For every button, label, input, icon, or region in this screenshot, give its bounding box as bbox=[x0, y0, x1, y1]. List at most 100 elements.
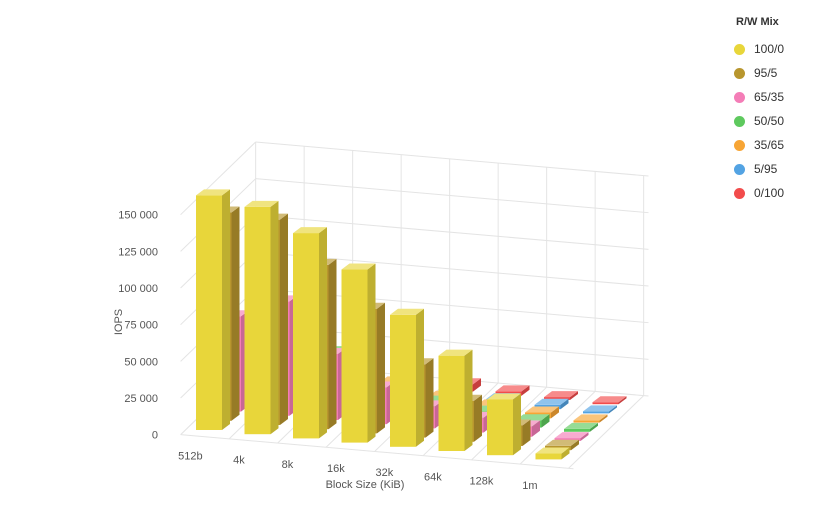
legend-marker bbox=[734, 91, 745, 103]
bar-top bbox=[487, 393, 521, 400]
gridline-back bbox=[255, 141, 649, 177]
bar-top bbox=[534, 398, 569, 405]
legend-marker bbox=[734, 43, 745, 55]
legend-marker bbox=[734, 139, 745, 151]
bar bbox=[573, 414, 608, 423]
bar-top bbox=[196, 189, 230, 196]
bar-top bbox=[535, 447, 570, 454]
gridline-back bbox=[255, 178, 649, 214]
bar bbox=[535, 447, 570, 460]
bar-side bbox=[416, 308, 424, 447]
y-axis-ticks: 0 25 000 50 000 75 000 100 000 125 000 150 000 bbox=[118, 210, 158, 442]
x-tick-label: 4k bbox=[233, 455, 245, 467]
gridline-floor bbox=[519, 391, 596, 465]
bar-top bbox=[573, 414, 608, 421]
legend-label: 5/95 bbox=[754, 162, 778, 176]
bar-front bbox=[573, 420, 600, 423]
bar-front bbox=[592, 402, 619, 405]
gridline-floor-front bbox=[180, 434, 574, 470]
bar-side bbox=[522, 419, 531, 446]
y-tick-label: 100 000 bbox=[118, 283, 158, 295]
bar bbox=[390, 308, 424, 447]
bar-side bbox=[551, 406, 559, 419]
bar-top bbox=[293, 227, 327, 234]
y-tick-label: 125 000 bbox=[118, 246, 158, 258]
legend-label: 50/50 bbox=[754, 114, 785, 128]
x-tick-label: 16k bbox=[327, 463, 345, 475]
bar-front bbox=[554, 438, 581, 441]
bar bbox=[583, 405, 617, 414]
legend-item[interactable]: 95/5 bbox=[734, 61, 812, 85]
bar-side bbox=[319, 227, 327, 439]
gridline-back bbox=[255, 214, 649, 250]
legend-item[interactable]: 0/100 bbox=[734, 181, 812, 205]
bar-front bbox=[487, 399, 513, 456]
legend-title: R/W Mix bbox=[736, 16, 779, 28]
bar bbox=[592, 396, 627, 405]
gridline-floor bbox=[568, 395, 644, 469]
bar-front bbox=[544, 397, 570, 400]
bar-side bbox=[280, 213, 288, 425]
bar-side bbox=[328, 258, 337, 430]
bar-front bbox=[293, 233, 319, 439]
bar-top bbox=[244, 200, 279, 207]
bars-group bbox=[196, 189, 627, 460]
bar-side bbox=[599, 414, 608, 423]
bar-front bbox=[244, 206, 271, 435]
x-axis-ticks: 512b 4k 8k 16k 32k 64k 128k 1m bbox=[178, 450, 537, 491]
bar-side bbox=[532, 420, 540, 437]
bar-side bbox=[561, 447, 570, 460]
legend-item[interactable]: 5/95 bbox=[734, 157, 812, 181]
bar-side bbox=[270, 200, 279, 435]
bar-top bbox=[583, 405, 617, 412]
bar-top bbox=[544, 391, 578, 398]
bar-side bbox=[425, 358, 434, 438]
bar-side bbox=[222, 189, 230, 430]
bar-front bbox=[564, 428, 590, 432]
y-tick-label: 25 000 bbox=[124, 393, 158, 405]
legend-item[interactable]: 35/65 bbox=[734, 133, 812, 157]
bar-side bbox=[231, 206, 240, 421]
bar-front bbox=[390, 314, 416, 447]
bar bbox=[544, 391, 578, 400]
bar-side bbox=[521, 385, 530, 396]
bar-top bbox=[545, 439, 579, 446]
bar-side bbox=[473, 378, 481, 392]
legend-item[interactable]: 50/50 bbox=[734, 109, 812, 133]
bar-top bbox=[515, 414, 550, 421]
legend-marker bbox=[734, 115, 745, 127]
x-tick-label: 1m bbox=[522, 480, 537, 492]
x-tick-label: 512b bbox=[178, 450, 202, 462]
x-axis-label: Block Size (KiB) bbox=[326, 479, 405, 491]
bar-side bbox=[513, 393, 521, 456]
bar-side bbox=[474, 394, 482, 442]
legend-marker bbox=[734, 67, 745, 79]
bar-front bbox=[341, 269, 368, 443]
bar-top bbox=[341, 263, 376, 270]
bar-front bbox=[583, 411, 609, 414]
legend-label: 100/0 bbox=[754, 42, 785, 56]
legend-item[interactable]: 100/0 bbox=[734, 37, 812, 61]
bar bbox=[487, 393, 521, 456]
bar bbox=[293, 227, 327, 439]
y-tick-label: 75 000 bbox=[124, 320, 158, 332]
legend-item[interactable]: 65/35 bbox=[734, 85, 812, 109]
legend-items: 100/0 95/5 65/35 50/50 35/65 5/95 0/100 bbox=[734, 37, 812, 205]
bar bbox=[244, 200, 279, 435]
legend-label: 0/100 bbox=[754, 186, 785, 200]
gridline-side bbox=[180, 141, 256, 216]
bar-side bbox=[590, 422, 598, 432]
bar-side bbox=[609, 405, 617, 414]
x-tick-label: 64k bbox=[424, 471, 442, 483]
legend-marker bbox=[734, 187, 745, 199]
bar-top bbox=[554, 432, 589, 439]
bar-top bbox=[564, 422, 598, 429]
y-tick-label: 0 bbox=[152, 430, 158, 442]
legend-label: 35/65 bbox=[754, 138, 785, 152]
y-axis-label: IOPS bbox=[113, 309, 125, 335]
y-tick-label: 50 000 bbox=[124, 356, 158, 368]
legend-marker bbox=[734, 163, 745, 175]
bar-top bbox=[390, 308, 424, 315]
legend-label: 95/5 bbox=[754, 66, 778, 80]
